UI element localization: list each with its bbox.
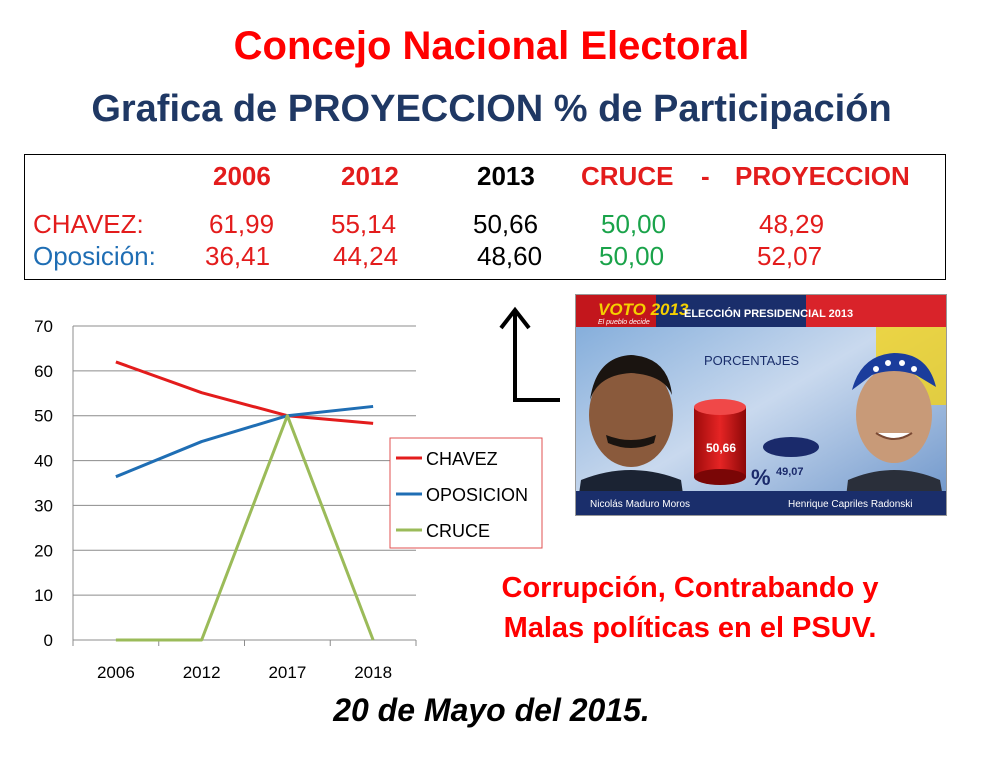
row-label-oposicion: Oposición: <box>33 241 156 271</box>
percent-sign: % <box>751 465 771 490</box>
capriles-face <box>856 367 932 463</box>
y-tick-label: 20 <box>34 541 53 560</box>
date-text: 20 de Mayo del 2015. <box>333 692 650 728</box>
y-tick-label: 0 <box>44 631 53 650</box>
oposicion-cruce: 50,00 <box>599 241 665 271</box>
chavez-2006: 61,99 <box>209 209 275 239</box>
x-tick-label: 2006 <box>97 663 135 682</box>
y-tick-label: 10 <box>34 586 53 605</box>
series-line-cruce <box>115 414 375 642</box>
value-left: 50,66 <box>706 441 736 455</box>
caption-line-2: Malas políticas en el PSUV. <box>503 612 877 644</box>
y-tick-label: 50 <box>34 407 53 426</box>
header-cruce: CRUCE <box>581 161 674 191</box>
legend-label-cruce: CRUCE <box>426 521 490 541</box>
oposicion-2006: 36,41 <box>205 241 271 271</box>
name-left: Nicolás Maduro Moros <box>590 499 690 510</box>
header-2006: 2006 <box>213 161 271 191</box>
header-2013: 2013 <box>477 161 535 191</box>
slogan-text: El pueblo decide <box>598 319 650 326</box>
chavez-cruce: 50,00 <box>601 209 667 239</box>
y-tick-label: 60 <box>34 362 53 381</box>
subtitle: Grafica de PROYECCION % de Participación <box>91 88 892 130</box>
x-tick-label: 2017 <box>268 663 306 682</box>
header-2012: 2012 <box>341 161 399 191</box>
line-chart: 0 10 20 30 40 50 60 70 2006 2012 2017 2018 CHAVEZ OPO… <box>34 317 543 682</box>
oposicion-proyeccion: 52,07 <box>757 241 823 271</box>
porcentajes-text: PORCENTAJES <box>704 353 799 368</box>
header-dash: - <box>701 161 710 191</box>
series-line-chavez <box>115 360 374 425</box>
x-tick-label: 2018 <box>354 663 392 682</box>
header-proyeccion: PROYECCION <box>735 161 910 191</box>
value-right: 49,07 <box>776 466 804 478</box>
y-tick-label: 40 <box>34 452 53 471</box>
caption-line-1: Corrupción, Contrabando y <box>501 572 879 604</box>
oposicion-2012: 44,24 <box>333 241 399 271</box>
x-tick-label: 2012 <box>183 663 221 682</box>
voto-logo: VOTO 2013 <box>598 300 689 319</box>
series-line-oposicion <box>115 404 374 479</box>
name-right: Henrique Capriles Radonski <box>788 499 913 510</box>
legend-label-chavez: CHAVEZ <box>426 449 498 469</box>
row-label-chavez: CHAVEZ: <box>33 209 144 239</box>
oposicion-2013: 48,60 <box>477 241 543 271</box>
chavez-proyeccion: 48,29 <box>759 209 825 239</box>
main-title: Concejo Nacional Electoral <box>233 24 750 68</box>
y-tick-label: 70 <box>34 317 53 336</box>
y-tick-label: 30 <box>34 496 53 515</box>
up-arrow-icon <box>499 306 560 402</box>
election-photo: VOTO 2013 El pueblo decide ELECCIÓN PRES… <box>575 294 947 516</box>
chavez-2013: 50,66 <box>473 209 539 239</box>
legend-label-oposicion: OPOSICION <box>426 485 528 505</box>
chavez-2012: 55,14 <box>331 209 397 239</box>
results-table: 2006 2012 2013 CRUCE - PROYECCION CHAVEZ… <box>24 154 946 280</box>
banner-text: ELECCIÓN PRESIDENCIAL 2013 <box>684 307 853 320</box>
